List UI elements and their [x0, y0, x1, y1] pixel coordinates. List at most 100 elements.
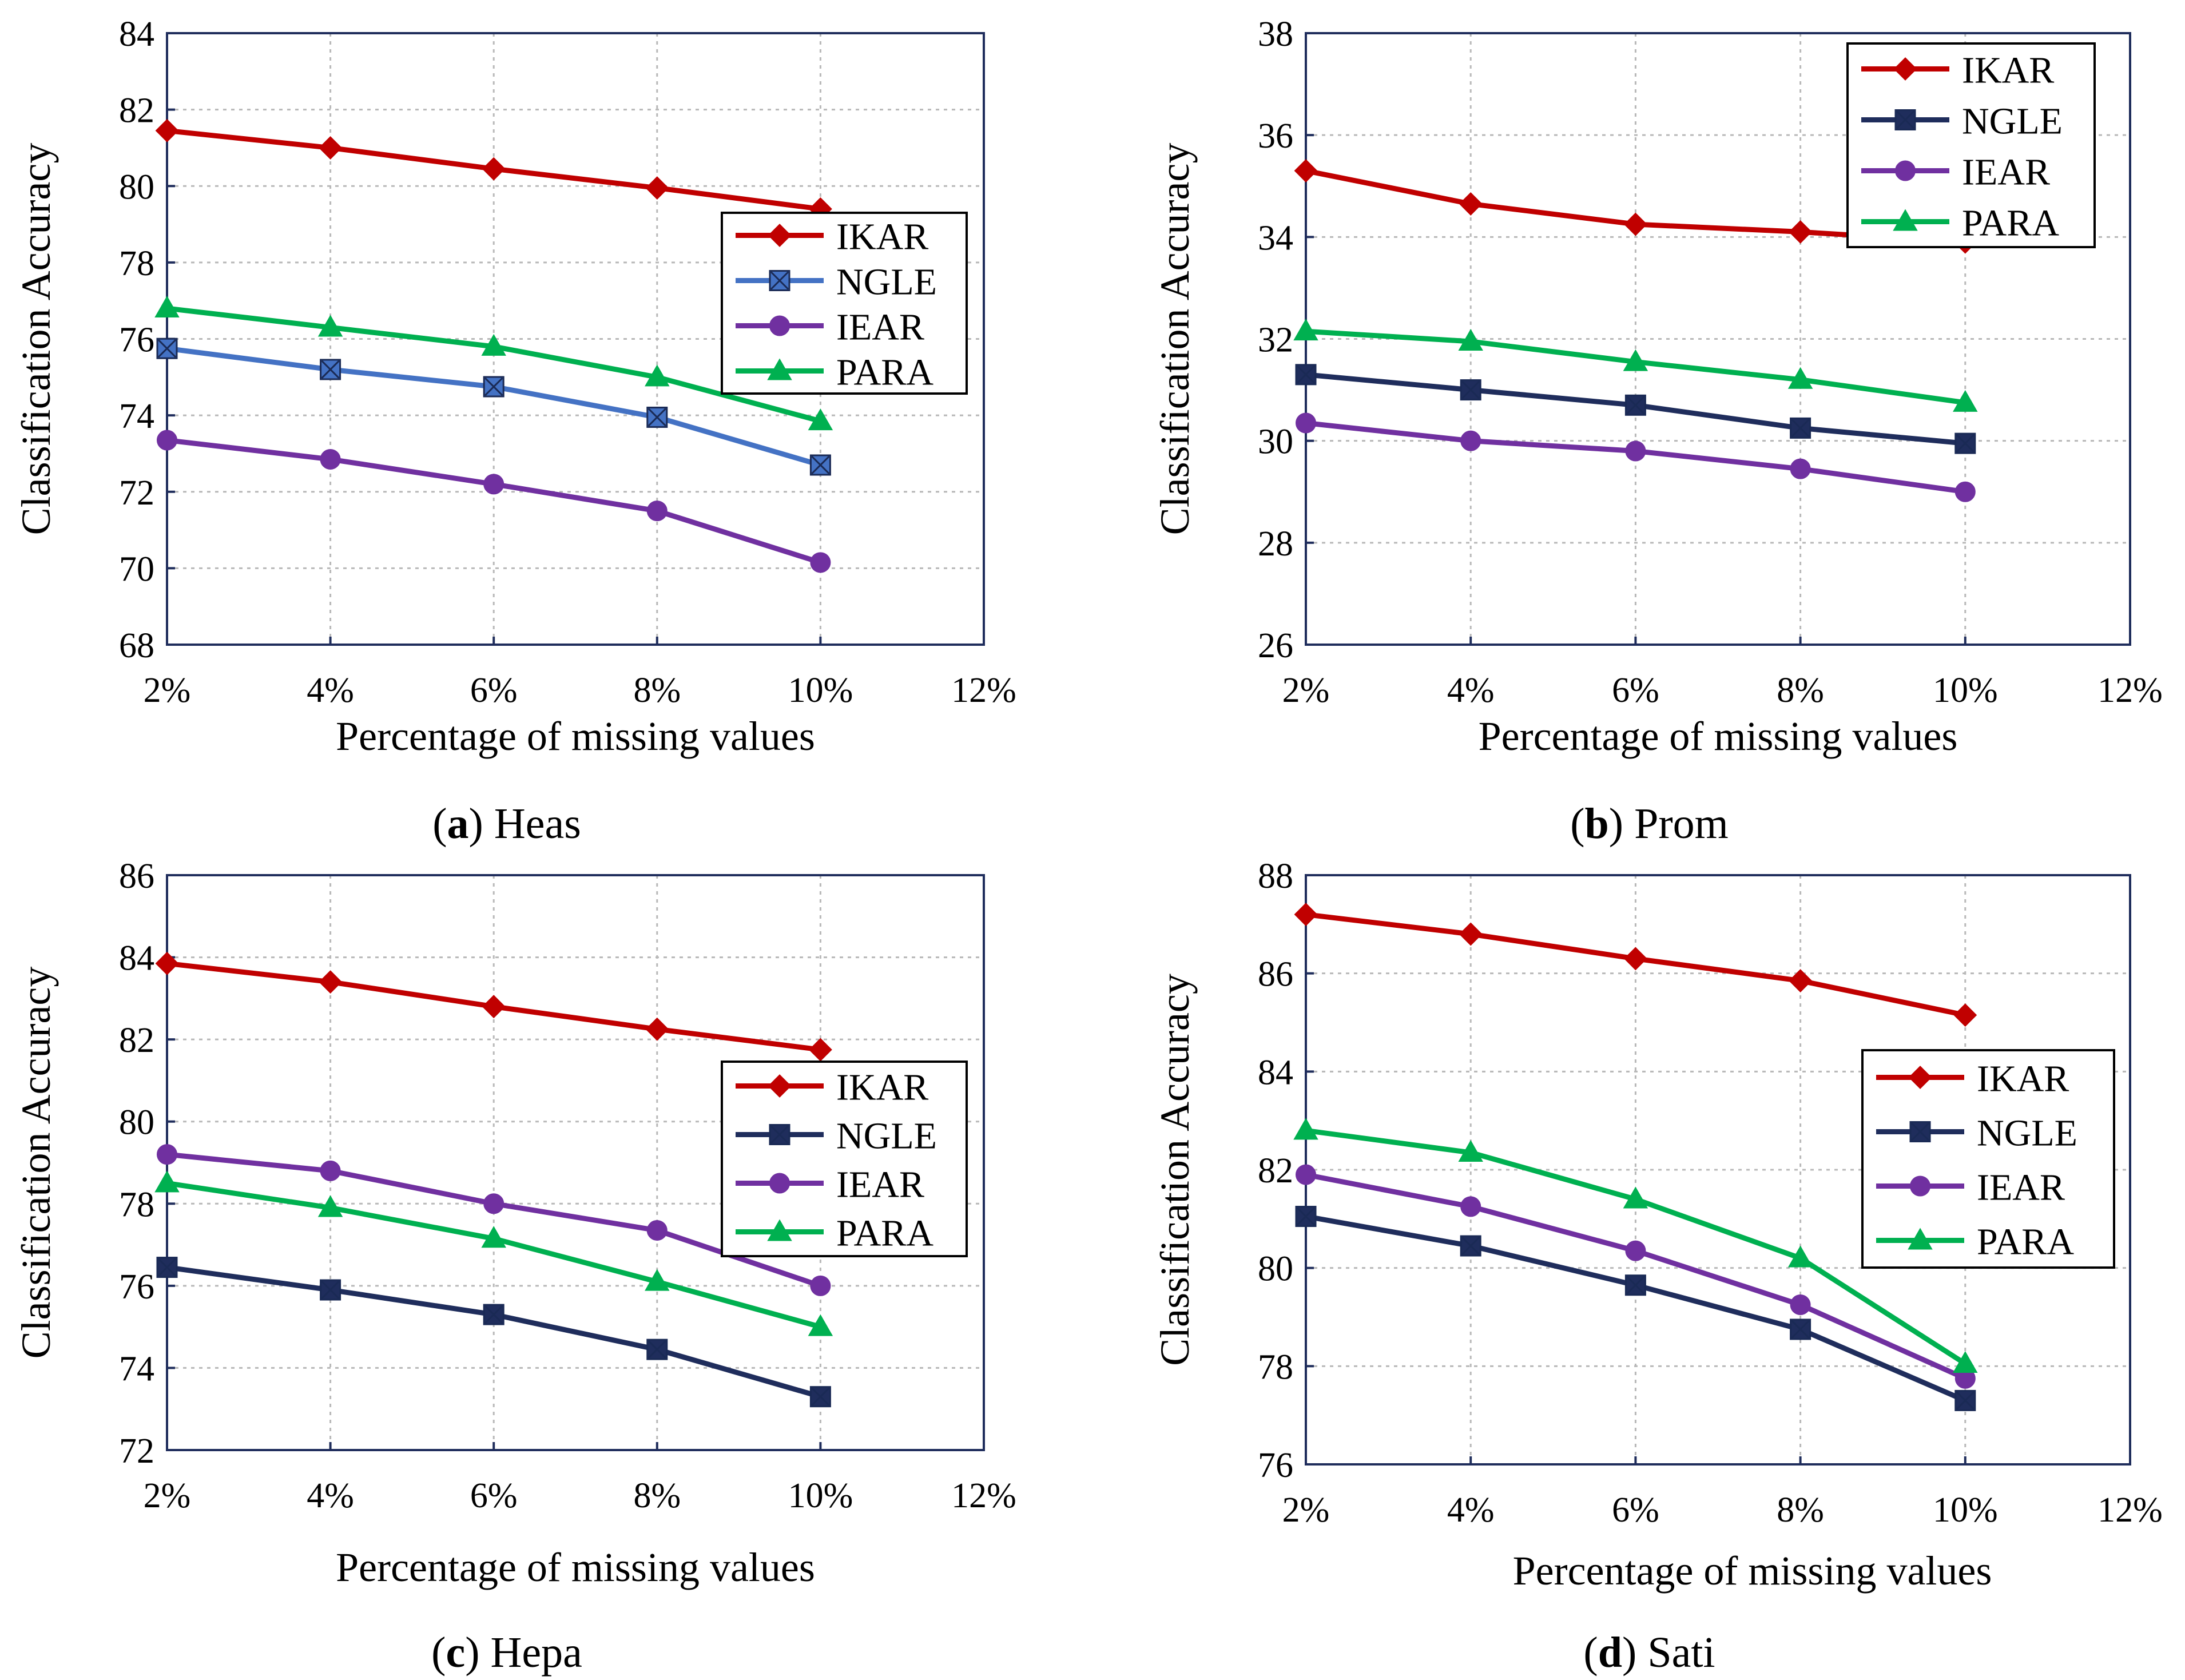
data-point	[156, 337, 178, 359]
data-point	[1293, 319, 1318, 341]
data-point	[1460, 1196, 1481, 1217]
y-axis-label: Classification Accuracy	[13, 143, 59, 535]
legend-entry-ngle: NGLE	[1876, 1113, 2077, 1154]
data-point	[1294, 159, 1318, 182]
legend-label: IEAR	[836, 1164, 924, 1206]
legend-marker	[1908, 1228, 1933, 1250]
y-tick-label: 86	[119, 857, 154, 896]
y-tick-label: 30	[1258, 423, 1293, 462]
marker-cross	[647, 1340, 666, 1359]
legend-label: NGLE	[836, 261, 937, 303]
data-point	[1294, 903, 1318, 927]
legend-label: PARA	[1962, 202, 2059, 244]
data-point	[1625, 440, 1646, 462]
series-para	[154, 1170, 833, 1336]
legend-label: NGLE	[1977, 1113, 2077, 1154]
marker-cross	[1461, 380, 1480, 399]
legend-marker	[1908, 1066, 1932, 1089]
data-point	[1789, 220, 1813, 244]
x-tick-label: 4%	[307, 1476, 354, 1515]
data-point	[482, 995, 506, 1019]
legend-entry-ikar: IKAR	[736, 216, 928, 258]
legend-marker	[1893, 209, 1918, 231]
marker-cross	[157, 339, 177, 358]
x-tick-label: 8%	[1777, 1491, 1824, 1530]
legend-box	[721, 1061, 968, 1257]
x-tick-label: 12%	[951, 1476, 1016, 1515]
data-point	[1625, 1240, 1646, 1261]
x-tick-label: 4%	[1447, 671, 1495, 710]
y-tick-label: 74	[119, 397, 154, 436]
y-tick-label: 78	[119, 244, 154, 283]
legend-box	[721, 212, 968, 395]
y-tick-label: 28	[1258, 525, 1293, 563]
marker-cross	[1910, 1122, 1930, 1141]
caption-close-paren: )	[469, 800, 483, 848]
y-tick-label: 74	[119, 1349, 154, 1388]
data-point	[1293, 1118, 1318, 1140]
y-tick-label: 36	[1258, 117, 1293, 156]
legend-marker	[767, 1219, 792, 1241]
data-point	[1623, 212, 1647, 236]
caption-open-paren: (	[1570, 800, 1584, 848]
data-point	[808, 1314, 833, 1336]
y-tick-label: 84	[119, 15, 154, 54]
data-point	[1790, 1294, 1811, 1316]
series-iear	[1296, 1164, 1976, 1389]
legend-entry-ikar: IKAR	[1861, 50, 2054, 92]
marker-cross	[770, 1125, 789, 1144]
y-tick-label: 32	[1258, 321, 1293, 360]
data-point	[1789, 969, 1813, 992]
legend-marker	[768, 1074, 792, 1098]
caption-letter: d	[1598, 1629, 1622, 1677]
legend-marker	[1894, 109, 1916, 130]
data-point	[1953, 390, 1978, 412]
data-point	[1459, 922, 1483, 946]
x-tick-label: 2%	[144, 1476, 191, 1515]
caption-letter: c	[446, 1629, 465, 1677]
x-axis-label: Percentage of missing values	[336, 713, 815, 759]
data-point	[1790, 458, 1811, 479]
legend-marker	[769, 1124, 790, 1145]
x-tick-label: 10%	[1933, 1491, 1998, 1530]
data-point	[1296, 412, 1316, 434]
y-tick-label: 88	[1258, 857, 1293, 896]
data-point	[481, 1226, 506, 1248]
data-point	[320, 359, 341, 380]
legend-label: IKAR	[1977, 1058, 2069, 1100]
data-point	[1459, 192, 1483, 216]
marker-cross	[1296, 1207, 1316, 1226]
x-tick-label: 8%	[633, 671, 681, 710]
legend-entry-iear: IEAR	[1876, 1167, 2065, 1209]
marker-cross	[1626, 396, 1645, 415]
data-point	[1624, 394, 1646, 416]
marker-cross	[1296, 365, 1316, 384]
y-tick-label: 38	[1258, 15, 1293, 54]
x-tick-label: 8%	[633, 1476, 681, 1515]
data-point	[154, 296, 180, 318]
x-tick-label: 12%	[951, 671, 1016, 710]
series-ngle	[1295, 364, 1976, 454]
y-tick-label: 34	[1258, 219, 1293, 257]
series-para	[1293, 319, 1978, 412]
data-point	[808, 1038, 832, 1062]
data-point	[1458, 328, 1483, 351]
data-point	[156, 1257, 178, 1278]
panel-caption: (a) Heas	[432, 800, 581, 848]
marker-cross	[1956, 1391, 1975, 1410]
marker-cross	[321, 1280, 340, 1300]
y-tick-label: 82	[119, 92, 154, 130]
marker-cross	[1626, 1276, 1645, 1294]
x-tick-label: 6%	[470, 1476, 518, 1515]
marker-cross	[1956, 434, 1975, 453]
legend-entry-iear: IEAR	[736, 307, 924, 348]
series-para	[1293, 1118, 1978, 1373]
series-ikar	[155, 118, 832, 221]
legend-entry-ikar: IKAR	[736, 1067, 928, 1109]
marker-cross	[1791, 419, 1810, 438]
y-tick-label: 80	[1258, 1250, 1293, 1289]
data-point	[1953, 1351, 1978, 1373]
x-tick-label: 12%	[2097, 1491, 2163, 1530]
x-tick-label: 4%	[1447, 1491, 1495, 1530]
